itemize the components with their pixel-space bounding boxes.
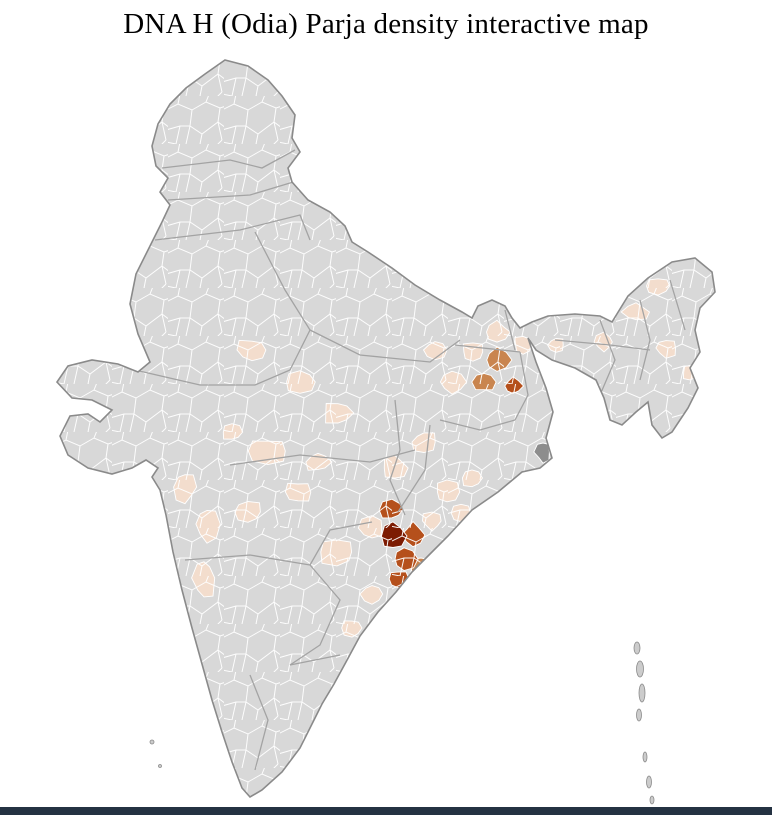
page-title: DNA H (Odia) Parja density interactive m…	[123, 8, 649, 40]
island[interactable]	[646, 775, 652, 789]
island[interactable]	[149, 739, 155, 745]
district-boundaries-mesh	[57, 60, 715, 797]
island[interactable]	[158, 764, 162, 768]
island[interactable]	[642, 751, 648, 763]
island[interactable]	[636, 708, 642, 722]
island[interactable]	[636, 660, 644, 678]
island[interactable]	[638, 683, 646, 703]
islands-group	[149, 641, 655, 805]
island[interactable]	[649, 795, 655, 805]
island[interactable]	[633, 641, 641, 655]
state-boundaries	[134, 149, 686, 771]
bottom-bar	[0, 807, 772, 815]
